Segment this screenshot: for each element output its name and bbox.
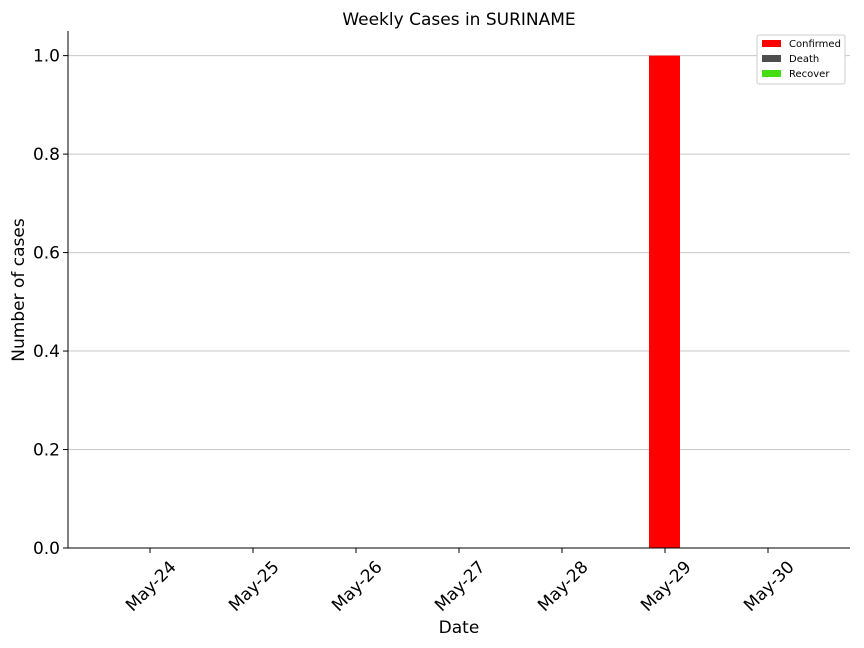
y-ticks: 0.0 0.2 0.4 0.6 0.8 1.0 <box>33 47 68 559</box>
bars <box>649 55 680 548</box>
x-tick-label: May-24 <box>122 557 180 615</box>
x-tick-label: May-30 <box>740 557 798 615</box>
legend: Confirmed Death Recover <box>756 34 846 85</box>
x-tick-label: May-27 <box>431 557 489 615</box>
x-tick-label: May-25 <box>225 557 283 615</box>
axes <box>67 31 850 549</box>
x-tick-label: May-28 <box>534 557 592 615</box>
legend-label-recover: Recover <box>789 69 830 80</box>
legend-label-confirmed: Confirmed <box>789 39 841 50</box>
legend-swatch-death <box>762 55 781 62</box>
bar-confirmed-may-29 <box>649 55 680 548</box>
y-tick-label: 0.0 <box>33 539 60 559</box>
x-tick-label: May-29 <box>637 557 695 615</box>
y-tick-label: 0.2 <box>33 441 60 461</box>
x-ticks: May-24 May-25 May-26 May-27 May-28 May-29 May-… <box>122 548 799 616</box>
y-tick-label: 0.8 <box>33 145 60 165</box>
legend-label-death: Death <box>789 54 819 65</box>
y-tick-label: 0.6 <box>33 244 60 264</box>
legend-swatch-recover <box>762 70 781 77</box>
y-tick-label: 0.4 <box>33 342 60 362</box>
y-axis-label: Number of cases <box>9 218 29 362</box>
x-tick-label: May-26 <box>328 557 386 615</box>
legend-swatch-confirmed <box>762 40 781 47</box>
chart-title: Weekly Cases in SURINAME <box>342 10 575 30</box>
x-axis-label: Date <box>439 618 480 638</box>
grid-lines <box>68 55 850 549</box>
y-tick-label: 1.0 <box>33 47 60 67</box>
